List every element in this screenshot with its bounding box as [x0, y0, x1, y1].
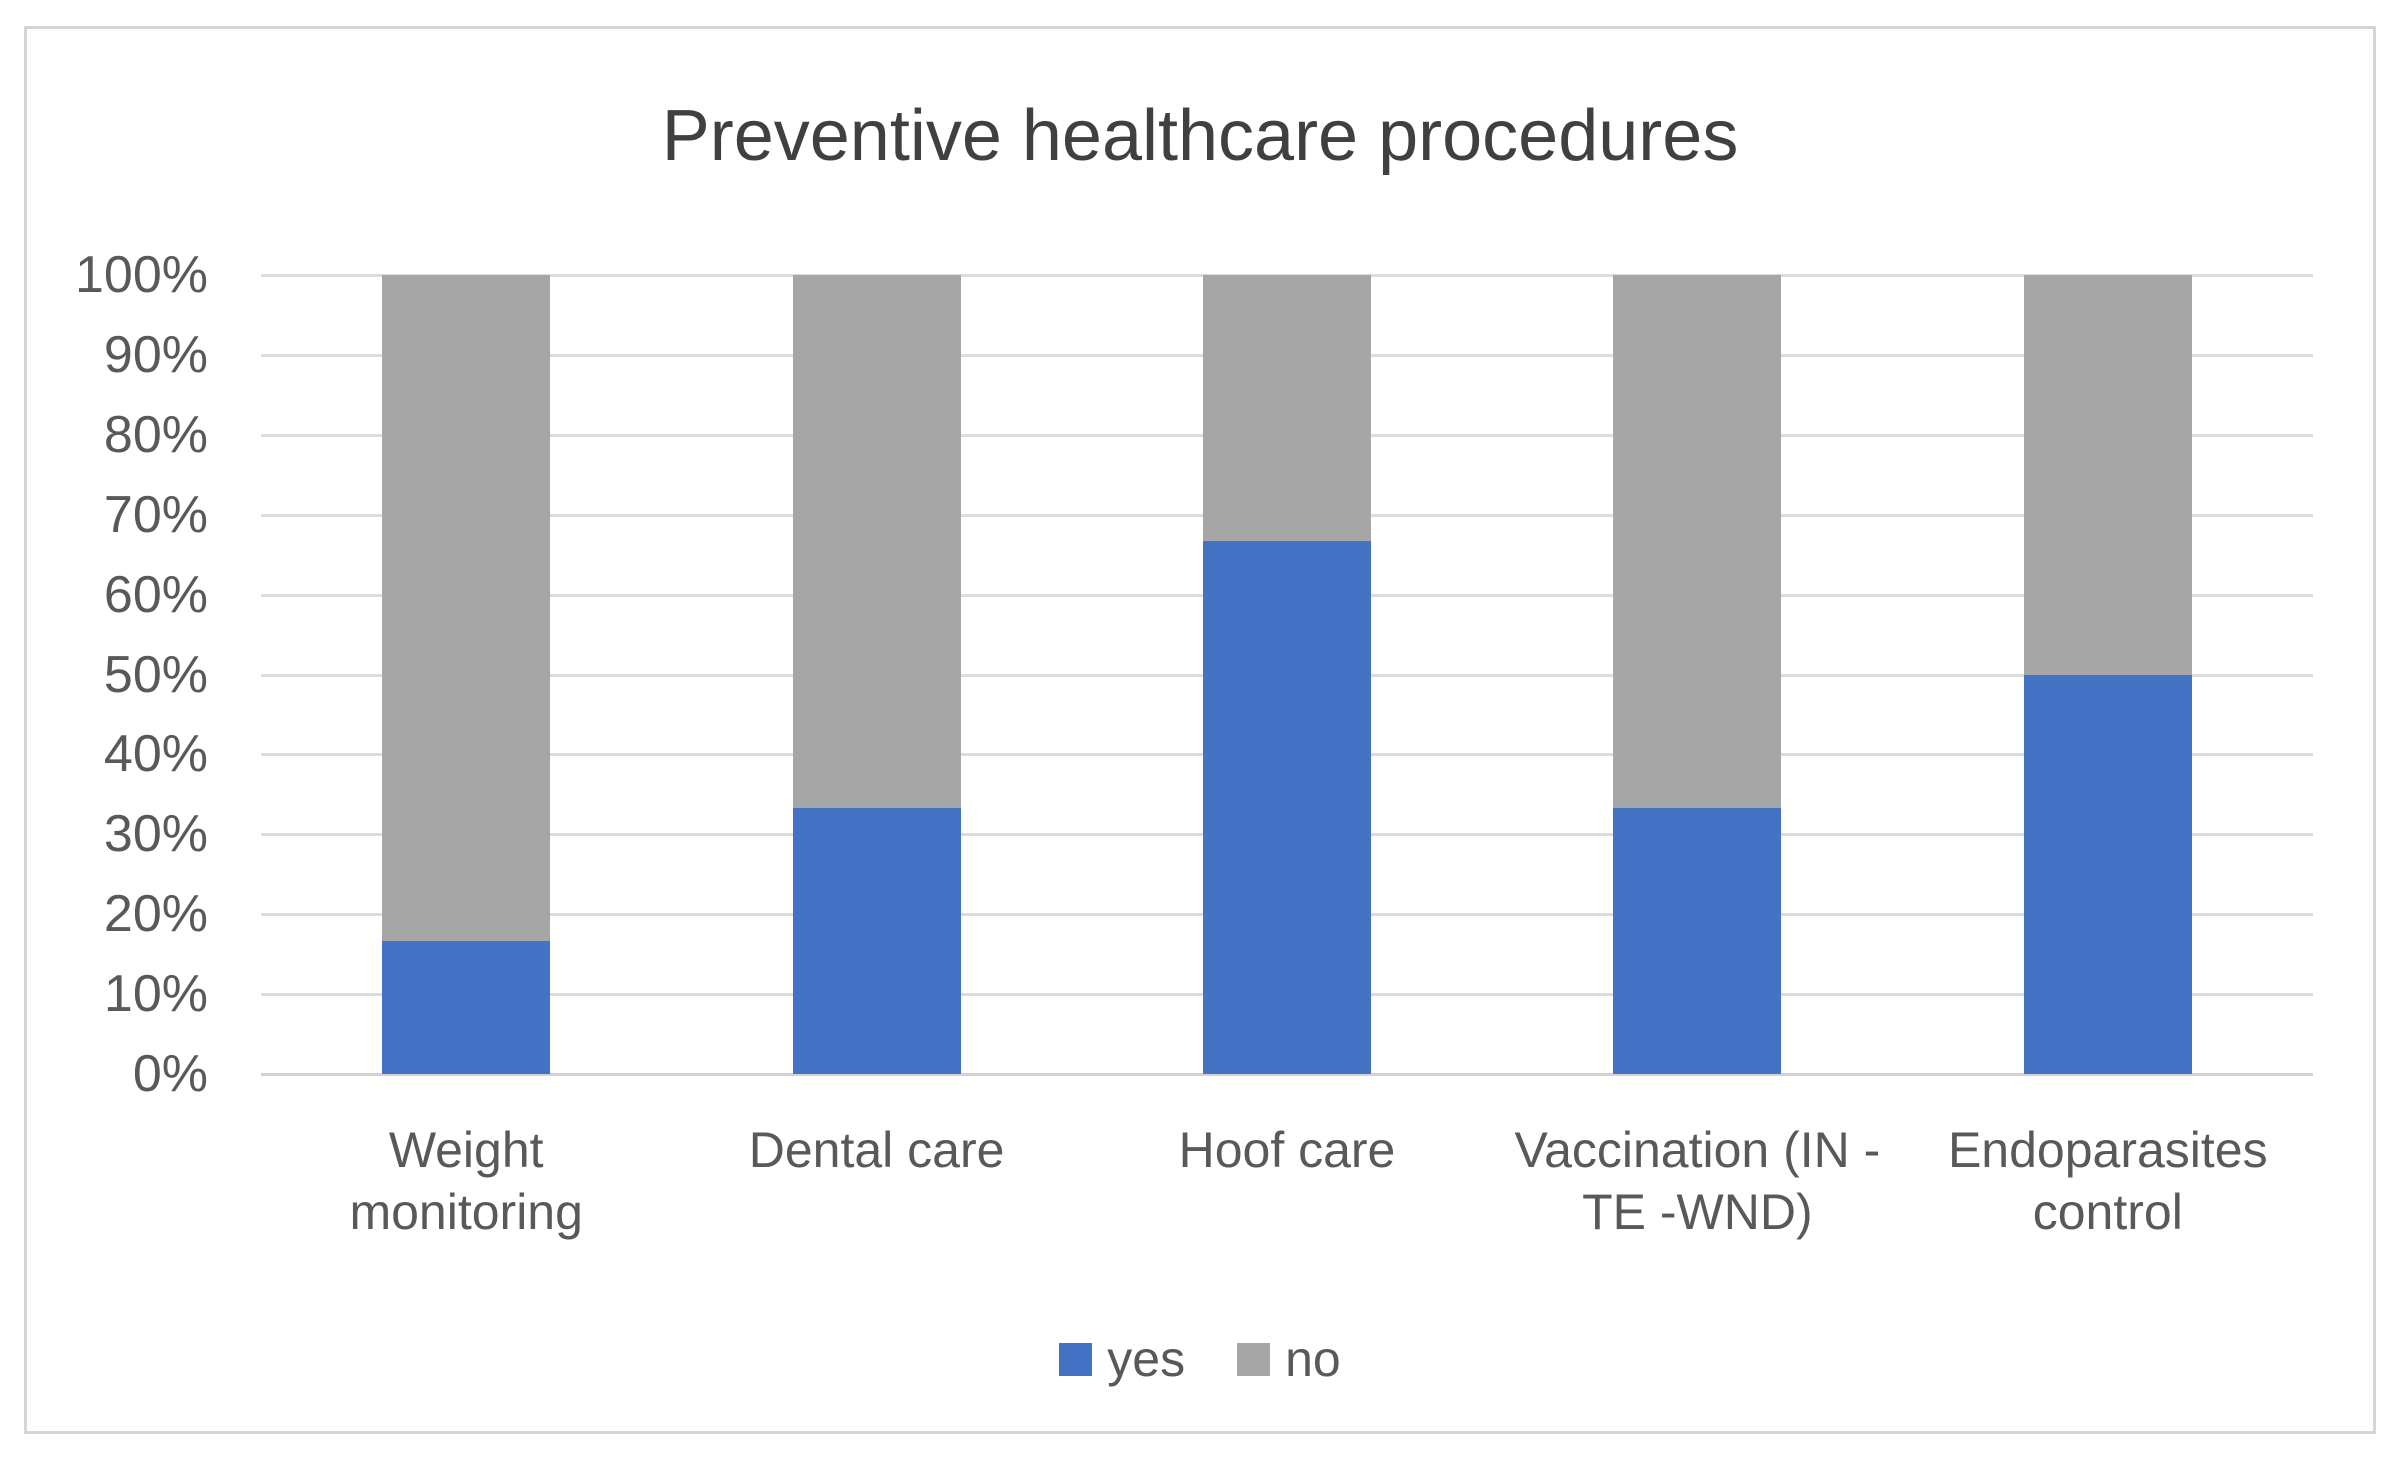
x-category-label-line: Weight	[388, 1122, 544, 1178]
y-axis: 0% 10% 20% 30% 40% 50% 60% 70% 80% 90% 100%	[27, 249, 208, 1100]
bar-yes-2	[792, 807, 961, 1074]
x-axis: Weight monitoring Dental care Hoof care Vacc…	[261, 1119, 2313, 1309]
chart-title: Preventive healthcare procedures	[661, 96, 1739, 176]
y-tick-label-70: 70%	[103, 485, 208, 544]
y-tick-label-20: 20%	[103, 885, 208, 944]
x-category-label-4: Vaccination (IN - TE -WND)	[1492, 1119, 1902, 1243]
legend-label-yes: yes	[1107, 1331, 1186, 1387]
x-category-label-3: Hoof care	[1082, 1119, 1492, 1181]
bar-yes-4	[1613, 807, 1782, 1074]
bar-no-3	[1203, 275, 1371, 542]
x-category-label-line: Dental care	[748, 1122, 1005, 1178]
legend-swatch-no	[1237, 1342, 1271, 1376]
bar-no-2	[792, 275, 961, 808]
bar-no-1	[382, 275, 551, 941]
y-tick-label-50: 50%	[103, 645, 208, 704]
x-category-label-1: Weight monitoring	[261, 1119, 671, 1243]
y-tick-label-60: 60%	[103, 565, 208, 624]
legend-entry-yes: yes	[1059, 1333, 1185, 1385]
y-tick-label-0: 0%	[132, 1045, 208, 1103]
y-tick-label-30: 30%	[103, 805, 208, 864]
x-category-label-5: Endoparasites control	[1903, 1119, 2313, 1243]
y-tick-label-90: 90%	[103, 325, 208, 384]
legend-swatch-yes	[1059, 1342, 1093, 1376]
x-category-label-2: Dental care	[671, 1119, 1081, 1181]
x-category-label-line: Hoof care	[1178, 1122, 1396, 1178]
legend-entry-no: no	[1237, 1333, 1341, 1385]
y-tick-label-80: 80%	[103, 405, 208, 464]
x-category-label-line: monitoring	[349, 1184, 583, 1240]
bar-no-4	[1613, 275, 1782, 808]
x-axis-line	[261, 1073, 2313, 1076]
bar-yes-5	[2023, 674, 2192, 1074]
x-category-label-line: Vaccination (IN -	[1514, 1122, 1881, 1178]
bar-yes-3	[1203, 541, 1371, 1074]
bar-yes-1	[382, 940, 551, 1074]
y-tick-label-10: 10%	[103, 965, 208, 1024]
y-tick-label-100: 100%	[75, 246, 208, 304]
chart-border-frame: Preventive healthcare procedures 0% 10% 20…	[24, 26, 2376, 1434]
x-category-label-line: Endoparasites	[1947, 1122, 2268, 1178]
bar-no-5	[2023, 275, 2192, 675]
legend: yes no	[27, 1333, 2373, 1385]
x-category-label-line: TE -WND)	[1582, 1184, 1813, 1240]
legend-label-no: no	[1285, 1331, 1341, 1387]
y-tick-label-40: 40%	[103, 725, 208, 784]
plot-area	[261, 274, 2313, 1076]
x-category-label-line: control	[2032, 1184, 2183, 1240]
